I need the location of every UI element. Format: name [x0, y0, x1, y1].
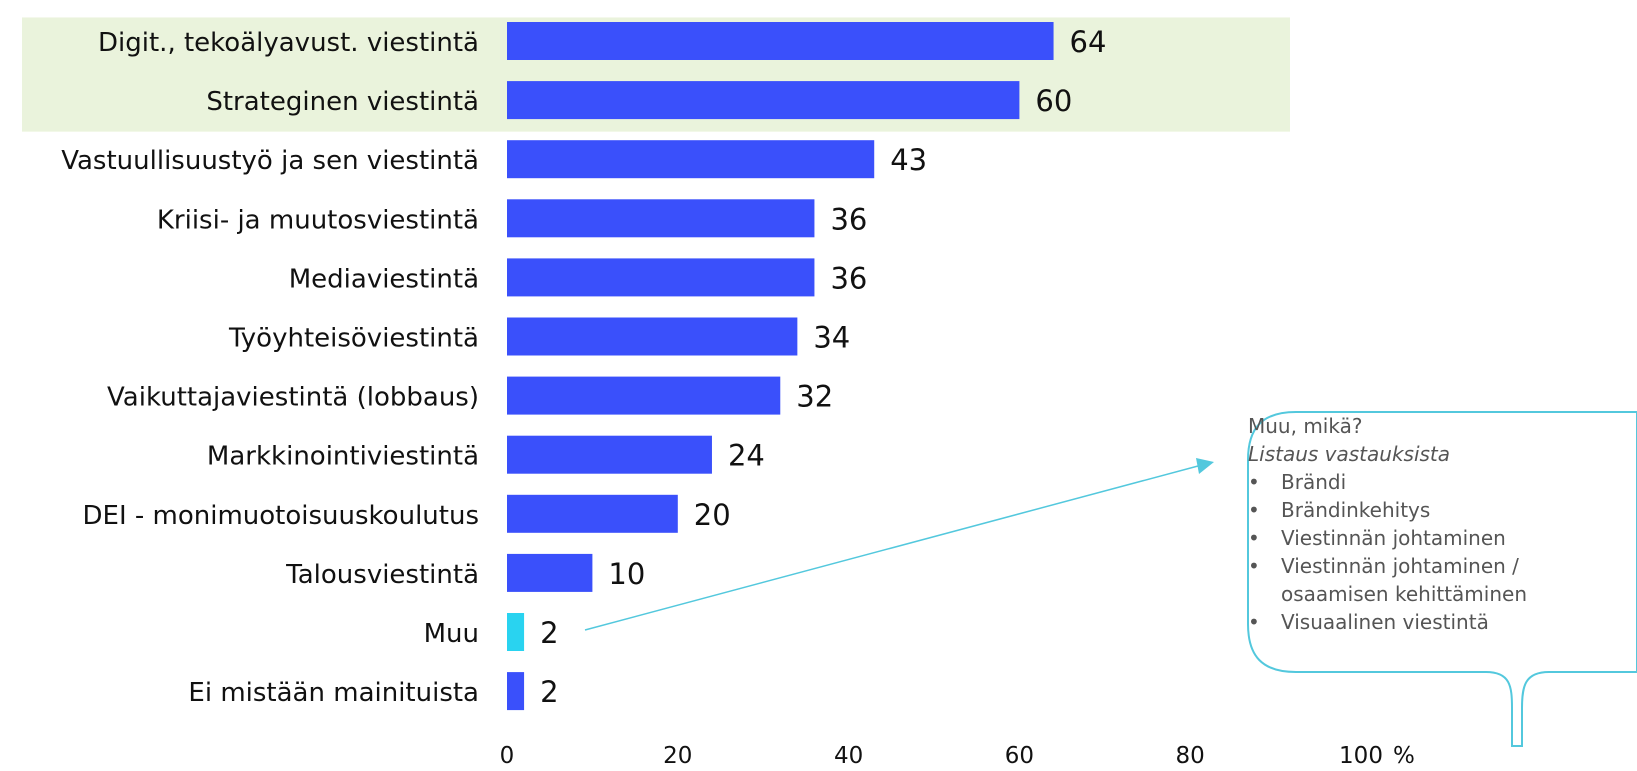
category-label: Työyhteisöviestintä	[228, 324, 479, 354]
callout-item: Visuaalinen viestintä	[1248, 608, 1608, 636]
value-label: 64	[1070, 25, 1107, 59]
category-label: Muu	[424, 619, 479, 649]
value-label: 36	[830, 202, 867, 236]
bar	[507, 672, 525, 711]
bar	[507, 553, 593, 592]
bar	[507, 317, 798, 356]
callout-item: Viestinnän johtaminen /	[1248, 552, 1608, 580]
callout-title: Muu, mikä?	[1248, 414, 1363, 438]
bar	[507, 376, 781, 415]
bar	[507, 258, 815, 297]
callout-item-continuation: osaamisen kehittäminen	[1281, 582, 1528, 606]
callout-list: Brändi Brändinkehitys Viestinnän johtami…	[1248, 468, 1608, 636]
category-label: Vastuullisuustyö ja sen viestintä	[61, 146, 479, 176]
x-tick-label: 100	[1339, 743, 1383, 769]
value-label: 20	[694, 498, 731, 532]
x-tick-label: 0	[500, 743, 515, 769]
category-label: Talousviestintä	[285, 560, 479, 590]
bar	[507, 22, 1054, 60]
bar	[507, 435, 712, 474]
category-label: Ei mistään mainituista	[188, 678, 479, 708]
bar	[507, 140, 875, 179]
callout-item: Brändinkehitys	[1248, 496, 1608, 524]
callout-arrow-line	[584, 465, 1199, 631]
x-tick-label: 60	[1005, 743, 1034, 769]
bars-layer	[507, 22, 1054, 711]
callout-item: Brändi	[1248, 468, 1608, 496]
x-tick-label: 80	[1176, 743, 1205, 769]
category-label: Strateginen viestintä	[206, 87, 479, 117]
value-label: 32	[796, 380, 833, 414]
value-label: 2	[540, 675, 558, 709]
callout-bubble	[1247, 411, 1637, 747]
callout-subtitle: Listaus vastauksista	[1248, 442, 1451, 466]
other-answers-callout: Muu, mikä? Listaus vastauksista Brändi B…	[1248, 412, 1608, 636]
x-tick-label: 40	[834, 743, 863, 769]
value-label: 2	[540, 616, 558, 650]
bar	[507, 81, 1020, 120]
bar	[507, 494, 678, 533]
category-label: Mediaviestintä	[289, 264, 479, 294]
x-axis-unit: %	[1393, 743, 1415, 769]
value-label: 34	[813, 321, 850, 355]
bar	[507, 613, 525, 651]
callout-layer	[584, 411, 1637, 747]
category-label: Digit., tekoälyavust. viestintä	[98, 28, 479, 58]
category-label: Markkinointiviestintä	[207, 442, 479, 472]
bar	[507, 199, 815, 238]
callout-item: Viestinnän johtaminen	[1248, 524, 1608, 552]
category-label: DEI - monimuotoisuuskoulutus	[83, 501, 480, 531]
category-label: Vaikuttajaviestintä (lobbaus)	[107, 383, 479, 413]
value-label: 36	[830, 261, 867, 295]
x-tick-label: 20	[663, 743, 692, 769]
value-label: 24	[728, 439, 765, 473]
value-label: 10	[608, 557, 645, 591]
value-label: 60	[1035, 84, 1072, 118]
x-axis-ticks: 0 20 40 60 80 100%	[500, 743, 1415, 769]
category-label: Kriisi- ja muutosviestintä	[157, 205, 479, 235]
value-label: 43	[890, 143, 927, 177]
callout-arrow-head	[1196, 458, 1214, 474]
labels-layer: Digit., tekoälyavust. viestintä 64 Strateg…	[61, 25, 1106, 709]
